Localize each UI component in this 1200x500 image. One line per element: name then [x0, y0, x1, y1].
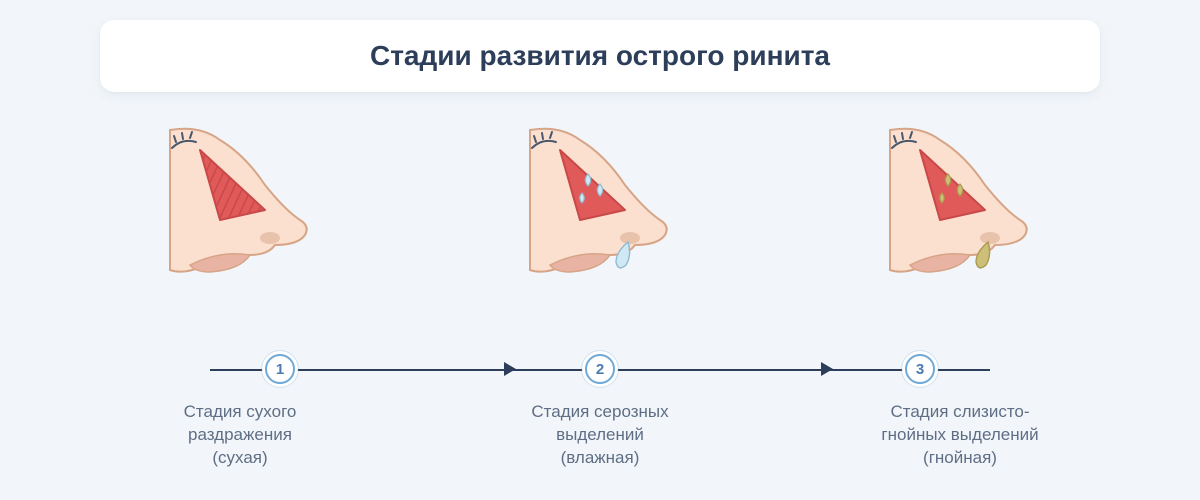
stage-3	[780, 120, 1140, 280]
stage-caption-3: Стадия слизисто- гнойных выделений (гной…	[780, 401, 1140, 470]
timeline-node-3: 3	[905, 354, 935, 384]
timeline: 1 2 3	[120, 349, 1080, 389]
captions-row: Стадия сухого раздражения (сухая)Стадия …	[60, 401, 1140, 470]
stage-2	[420, 120, 780, 280]
timeline-arrow-2	[821, 362, 833, 376]
stages-row	[60, 112, 1140, 349]
infographic-container: Стадии развития острого ринита 1 2 3 Стади…	[0, 0, 1200, 500]
page-title: Стадии развития острого ринита	[130, 40, 1070, 72]
nose-illustration-1	[150, 120, 330, 280]
timeline-node-1: 1	[265, 354, 295, 384]
stage-1	[60, 120, 420, 280]
stage-caption-2: Стадия серозных выделений (влажная)	[420, 401, 780, 470]
title-card: Стадии развития острого ринита	[100, 20, 1100, 92]
stage-caption-1: Стадия сухого раздражения (сухая)	[60, 401, 420, 470]
timeline-arrow-1	[504, 362, 516, 376]
nose-illustration-3	[870, 120, 1050, 280]
timeline-node-2: 2	[585, 354, 615, 384]
nose-illustration-2	[510, 120, 690, 280]
